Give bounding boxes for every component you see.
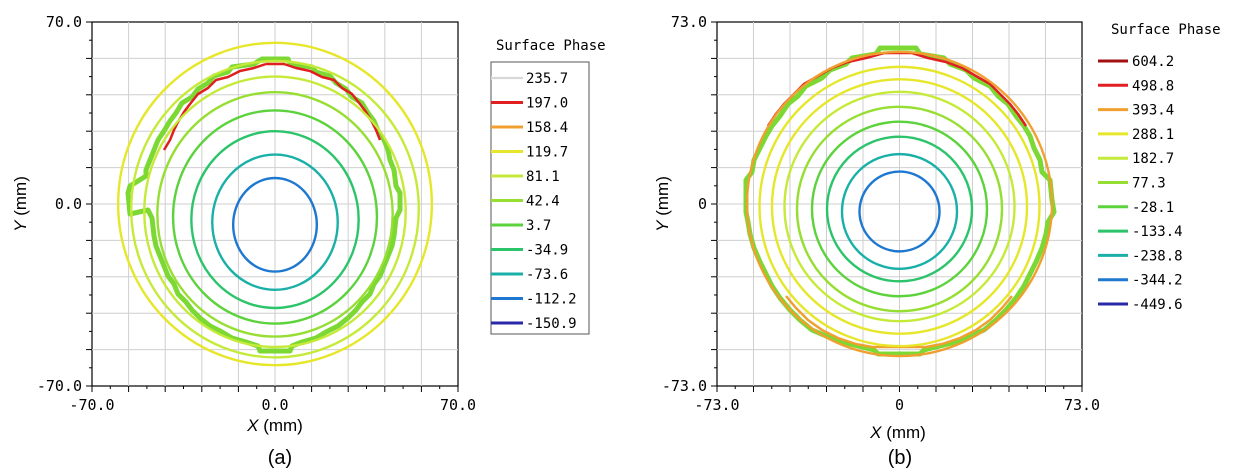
contour-a-5: [190, 130, 360, 310]
y-tick-label: 0.0: [55, 195, 82, 213]
contour-a-6: [211, 153, 339, 292]
contour-b-5: [810, 120, 989, 298]
contour-a-7: [231, 176, 319, 273]
panel-a: -70.0 0.0 70.0 70.0 0.0 -70.0 X (mm) Y (mm) (…: [11, 13, 606, 469]
legend-label: -150.9: [526, 316, 577, 332]
x-tick-label: -70.0: [69, 396, 114, 414]
y-tick-label: 70.0: [46, 13, 82, 31]
boundary-green-b: [743, 45, 1057, 357]
legend-b: Surface Phase 604.2 498.8 393.4 288.1 182.7 7…: [1098, 22, 1221, 313]
legend-label: 197.0: [526, 96, 568, 112]
y-tick-label: -73.0: [662, 377, 707, 395]
legend-a: Surface Phase 235.7 197.0 158.4 119.7 81.1 42…: [490, 38, 606, 335]
y-axis-title-a: Y (mm): [11, 176, 30, 232]
legend-label: -34.9: [526, 243, 568, 259]
legend-label: -133.4: [1132, 224, 1183, 240]
panel-b: -73.0 0 73.0 73.0 0 -73.0 X (mm) Y (mm) (b) S…: [653, 13, 1221, 469]
legend-label: -344.2: [1132, 273, 1183, 289]
contour-b-6: [825, 135, 974, 283]
legend-title-a: Surface Phase: [496, 38, 606, 54]
legend-label: 158.4: [526, 120, 568, 136]
contour-a-0: [116, 41, 434, 367]
legend-label: 77.3: [1132, 176, 1166, 192]
x-tick-label: 70.0: [440, 396, 476, 414]
x-axis-title-b: X (mm): [869, 423, 926, 442]
x-tick-label: 0.0: [261, 396, 288, 414]
legend-label: 3.7: [526, 218, 551, 234]
contour-a-1: [130, 59, 420, 359]
legend-box-a: [490, 61, 590, 335]
x-tick-label: 73.0: [1064, 396, 1100, 414]
boundary-green-a: [125, 56, 403, 354]
y-tick-label: -70.0: [37, 377, 82, 395]
legend-label: -73.6: [526, 267, 568, 283]
legend-title-b: Surface Phase: [1111, 22, 1221, 38]
y-axis-title-b: Y (mm): [653, 176, 672, 232]
legend-label: 182.7: [1132, 151, 1174, 167]
legend-label: -238.8: [1132, 248, 1183, 264]
legend-label: 498.8: [1132, 78, 1174, 94]
contour-b-0: [745, 50, 1054, 358]
tick-labels-a: -70.0 0.0 70.0 70.0 0.0 -70.0: [37, 13, 476, 414]
legend-label: 393.4: [1132, 103, 1174, 119]
y-tick-label: 73.0: [671, 13, 707, 31]
contour-b-8: [858, 170, 941, 253]
contour-lines-b: [745, 50, 1054, 358]
contour-lines-a: [116, 41, 434, 367]
legend-label: 81.1: [526, 169, 560, 185]
legend-label: -449.6: [1132, 297, 1183, 313]
y-tick-label: 0: [698, 195, 707, 213]
contour-b-2: [770, 78, 1029, 335]
legend-label: 604.2: [1132, 54, 1174, 70]
legend-label: 119.7: [526, 145, 568, 161]
legend-label: -112.2: [526, 292, 577, 308]
panel-label-b: (b): [888, 447, 912, 469]
legend-label: 42.4: [526, 194, 560, 210]
boundary-orange-b: [785, 295, 1013, 349]
contour-b-1: [758, 65, 1041, 348]
contour-a-2: [143, 75, 407, 349]
legend-label: 235.7: [526, 71, 568, 87]
x-axis-title-a: X (mm): [246, 416, 303, 435]
contour-a-4: [171, 109, 379, 325]
tick-labels-b: -73.0 0 73.0 73.0 0 -73.0: [662, 13, 1100, 414]
contour-a-3: [156, 90, 394, 338]
legend-label: 288.1: [1132, 127, 1174, 143]
x-tick-label: 0: [895, 396, 904, 414]
panel-label-a: (a): [268, 447, 292, 469]
x-tick-label: -73.0: [694, 396, 739, 414]
contour-b-7: [840, 152, 959, 271]
legend-label: -28.1: [1132, 200, 1174, 216]
contour-b-4: [795, 105, 1004, 313]
contour-b-3: [783, 90, 1016, 323]
